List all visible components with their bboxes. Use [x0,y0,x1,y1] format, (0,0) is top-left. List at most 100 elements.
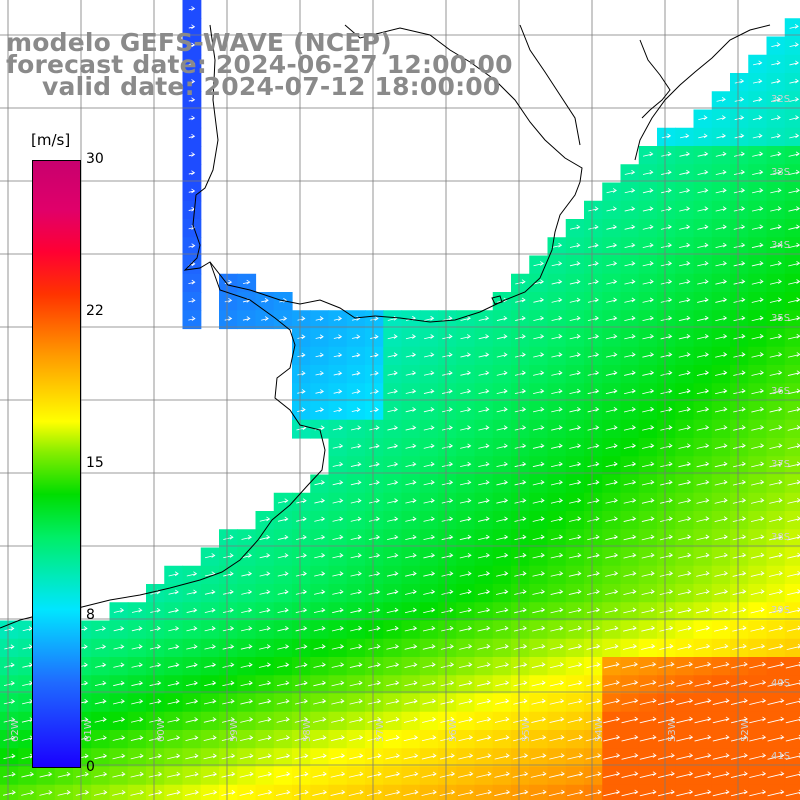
wind-arrow [788,206,800,212]
wind-arrow [642,352,655,358]
wind-arrow [423,516,435,522]
wind-arrow [512,735,528,742]
wind-arrow [404,662,418,668]
wind-arrow [332,480,344,486]
wind-arrow [750,570,765,577]
lon-label: 58W [302,719,313,742]
wind-arrow [459,516,472,522]
wind-arrow [623,589,637,595]
wind-arrow [312,717,327,723]
wind-arrow [57,790,71,796]
wind-arrow [386,680,400,687]
wind-arrow [131,626,143,632]
wind-arrow [494,735,510,742]
wind-arrow [368,571,381,577]
wind-arrow [386,607,399,614]
wind-arrow [642,188,654,194]
wind-arrow [385,716,400,723]
wind-arrow [350,571,362,577]
wind-arrow [476,716,492,723]
wind-arrow [403,753,419,760]
wind-arrow [3,717,16,723]
wind-arrow [515,315,526,321]
wind-arrow [332,607,344,614]
wind-arrow [606,188,617,194]
wind-arrow [732,443,746,449]
wind-arrow [496,552,509,559]
wind-arrow [569,224,581,230]
wind-arrow [166,789,181,796]
wind-arrow [715,315,728,322]
wind-arrow [95,644,107,650]
wind-arrow [588,224,599,230]
wind-arrow [459,534,472,541]
wind-arrow [769,534,783,541]
wind-arrow [185,771,199,778]
wind-arrow [732,498,747,504]
wind-arrow [697,297,709,303]
wind-arrow [659,589,674,596]
wind-arrow [695,625,711,632]
wind-arrow [222,626,235,632]
wind-arrow [660,315,673,322]
wind-arrow [533,297,545,303]
wind-arrow [659,516,673,522]
wind-arrow [367,771,382,778]
speed-cell [73,784,92,800]
wind-arrow [423,461,435,468]
wind-arrow [585,771,602,778]
wind-arrow [405,425,417,431]
wind-arrow [603,698,620,705]
wind-arrow [603,771,621,778]
wind-arrow [277,534,289,540]
wind-arrow [695,643,711,650]
wind-arrow [714,461,728,468]
wind-arrow [314,589,326,595]
wind-arrow [604,643,619,650]
wind-arrow [606,242,618,248]
wind-arrow [131,698,144,705]
wind-arrow [789,115,800,121]
wind-arrow [696,461,710,468]
wind-arrow [188,152,196,157]
wind-arrow [222,680,235,687]
wind-arrow [221,771,236,778]
wind-arrow [661,133,672,139]
wind-arrow [514,607,527,614]
wind-arrow [385,789,401,796]
wind-arrow [676,698,694,705]
wind-arrow [678,406,691,413]
wind-arrow [749,680,767,687]
wind-arrow [531,644,546,650]
wind-arrow [188,133,196,139]
wind-arrow [712,771,730,778]
wind-arrow [312,735,327,742]
wind-arrow [624,261,636,267]
wind-arrow [678,498,692,504]
wind-arrow [587,297,599,303]
wind-arrow [515,279,526,285]
speed-cell [127,784,147,800]
wind-arrow [496,388,508,394]
wind-arrow [696,479,710,486]
wind-arrow [441,425,453,431]
wind-arrow [733,297,746,303]
wind-arrow [605,516,618,522]
wind-arrow [514,516,527,522]
wind-arrow [532,443,545,449]
wind-arrow [788,188,800,194]
wind-arrow [367,753,382,760]
wind-arrow [148,771,163,778]
wind-arrow [149,680,162,687]
wind-arrow [659,571,674,577]
wind-arrow [332,589,344,595]
wind-arrow [605,334,618,340]
wind-arrow [603,661,620,669]
wind-arrow [642,169,654,175]
lat-label: 38S [771,532,791,543]
wind-arrow [712,734,730,742]
wind-arrow [767,661,785,669]
wind-arrow [476,789,492,797]
wind-arrow [549,716,565,723]
wind-arrow [441,571,454,577]
